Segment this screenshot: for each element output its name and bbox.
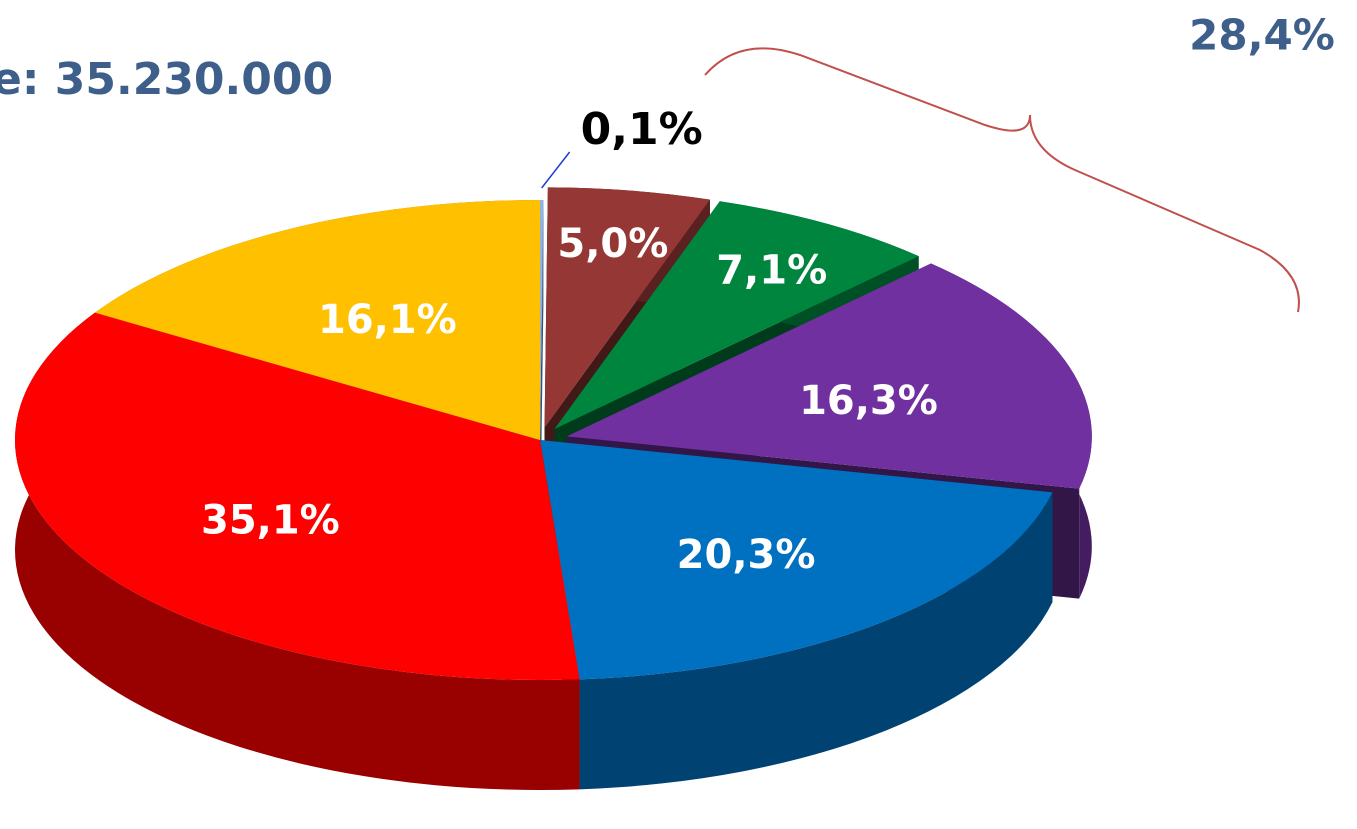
data-label: 5,0% (557, 221, 668, 267)
annotation: 28,4% (1189, 11, 1335, 60)
slice (566, 263, 1092, 489)
data-label: 20,3% (677, 532, 816, 578)
data-label: 0,1% (581, 104, 703, 155)
slice-side (14, 312, 580, 790)
slice (15, 312, 580, 680)
pie (14, 187, 1092, 790)
data-label: 35,1% (201, 497, 340, 543)
slice (554, 201, 919, 430)
slice-side (579, 492, 1053, 790)
labels: 0,1% 5,0% 7,1% 16,3% 20,3% 35,1% 16,1% (201, 104, 938, 578)
slice (544, 187, 710, 428)
annotation-brace (704, 47, 1300, 313)
slice (540, 200, 544, 440)
leader-line (541, 151, 571, 189)
chart-title: e: 35.230.000 (0, 54, 333, 105)
slice-tops (15, 187, 1092, 680)
slice (540, 440, 1053, 680)
data-label: 16,1% (318, 297, 457, 343)
data-label: 7,1% (716, 248, 827, 294)
slice (94, 200, 540, 440)
data-label: 16,3% (799, 378, 938, 424)
